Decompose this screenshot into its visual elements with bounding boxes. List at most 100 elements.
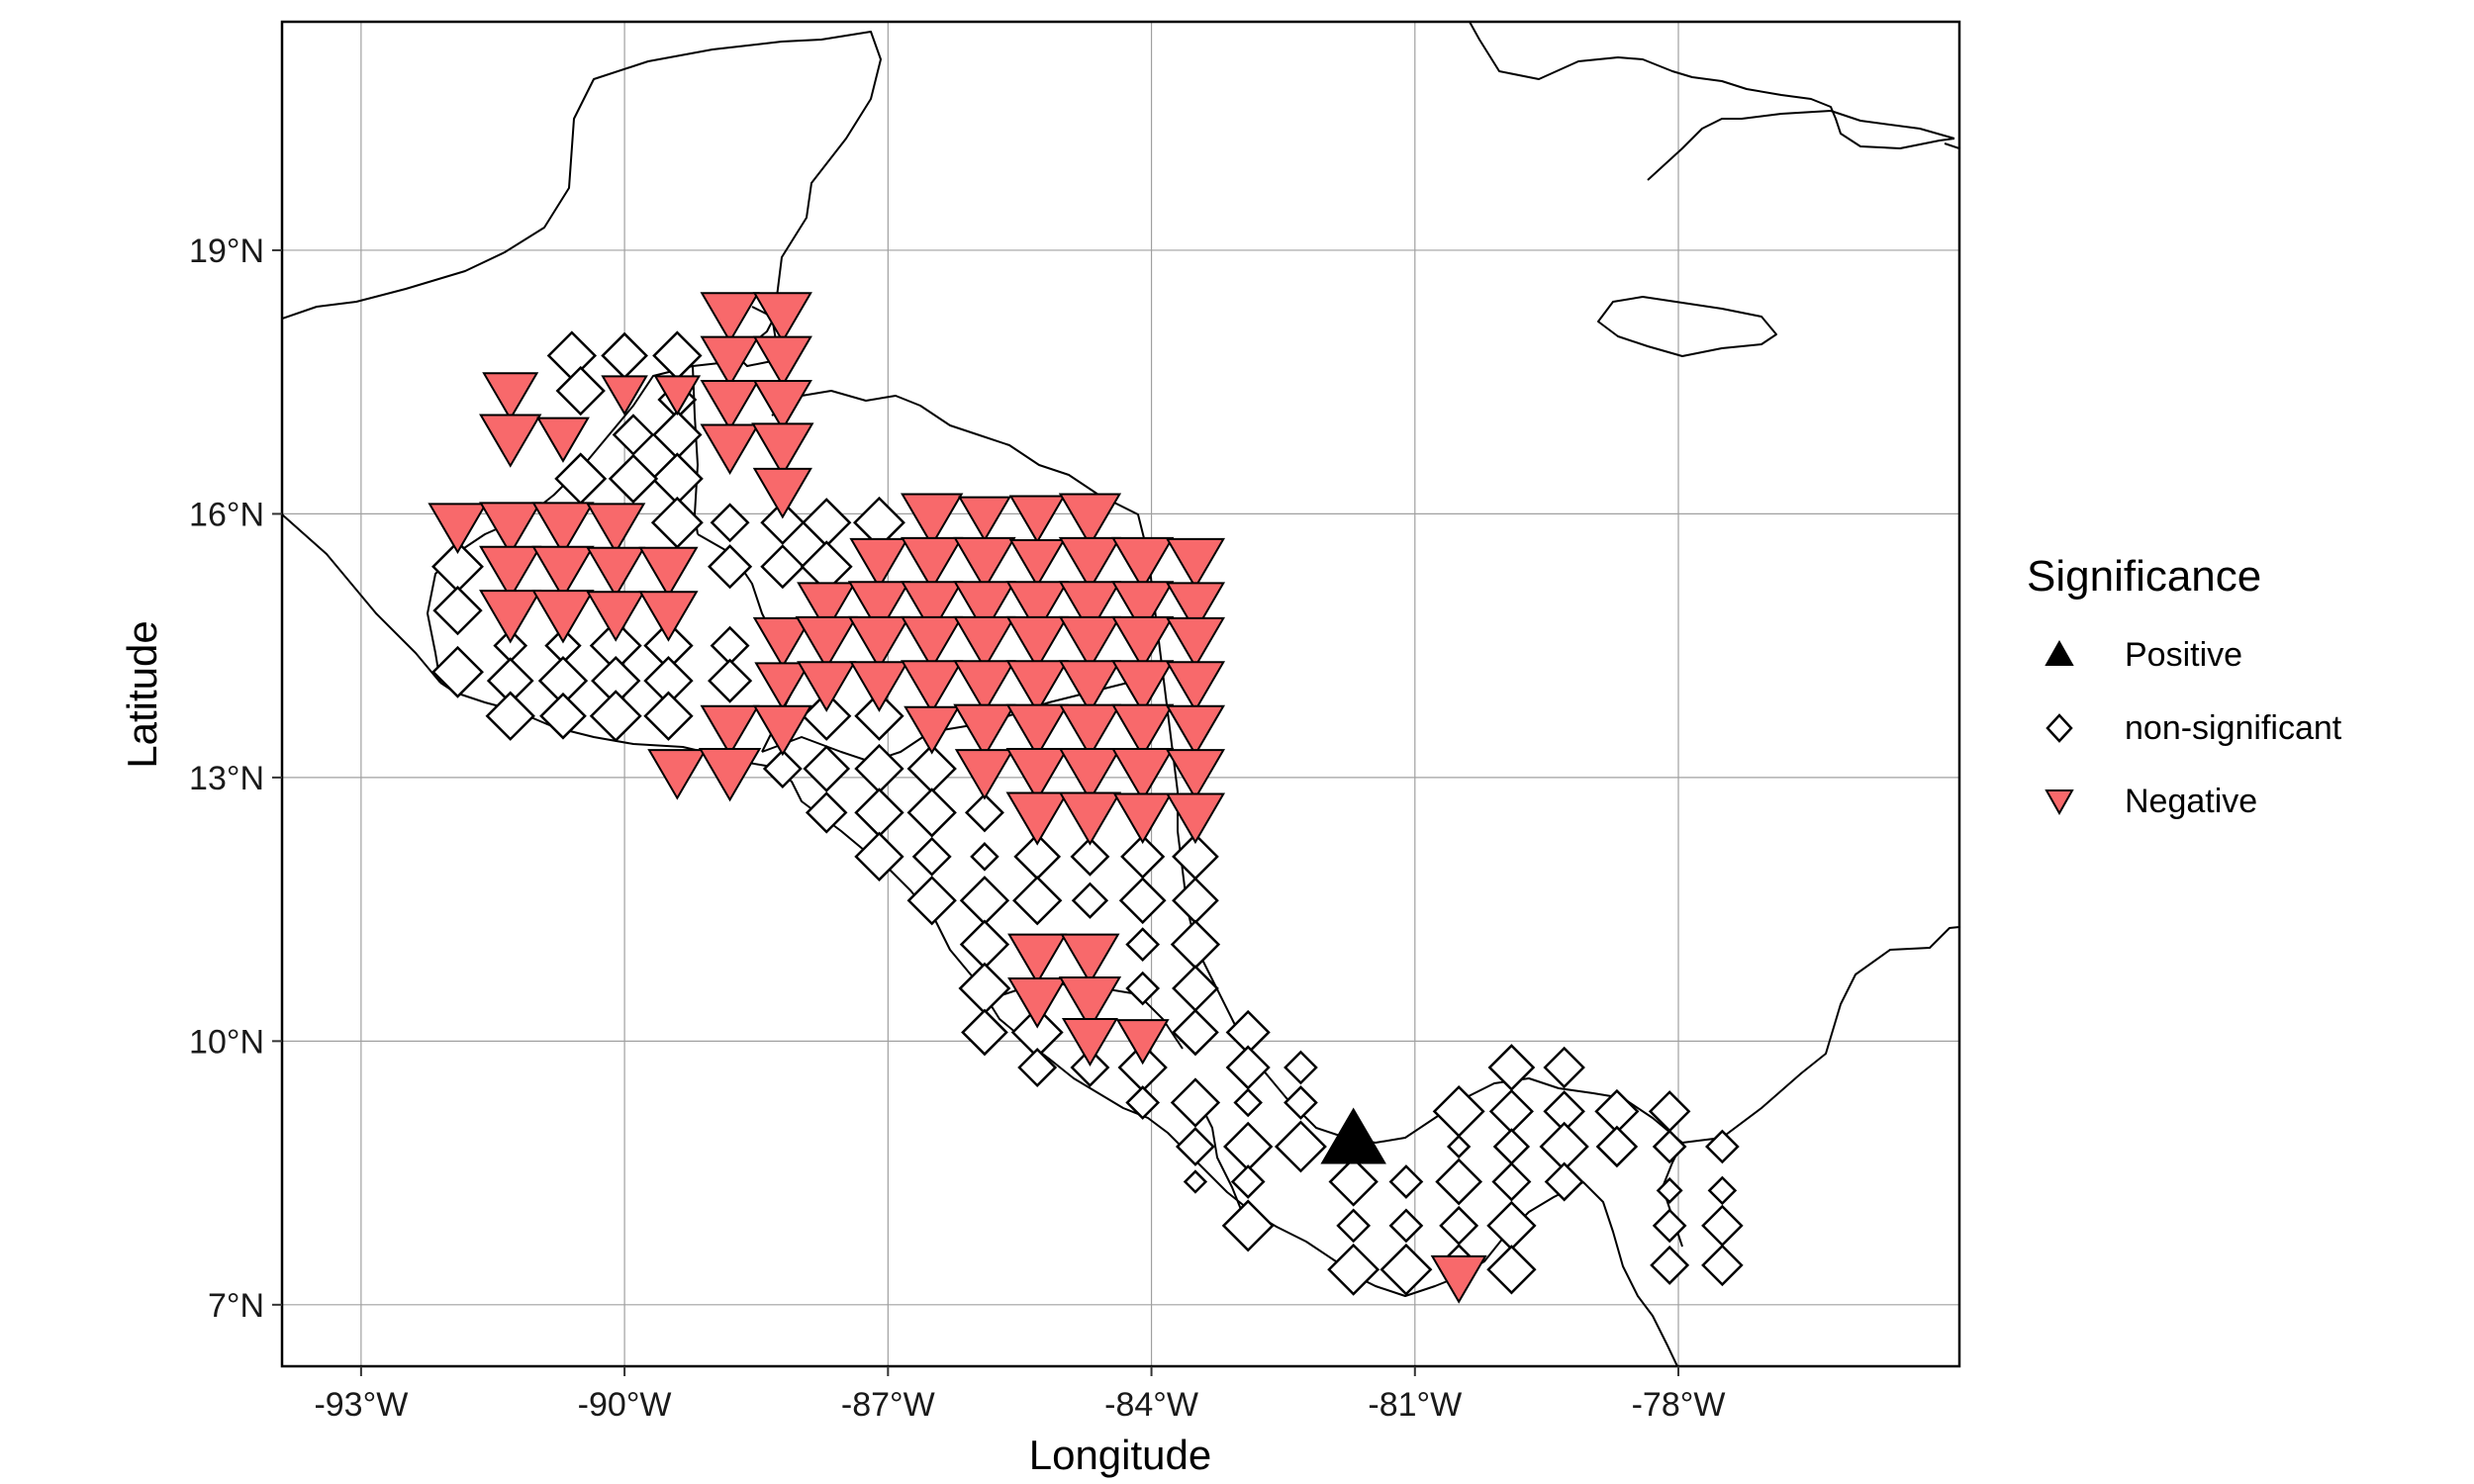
- negative-point: [795, 615, 858, 671]
- nonsig-point: [1183, 1169, 1208, 1194]
- coastline-cuba-west: [1647, 110, 1955, 181]
- x-tick-label: -78°W: [1632, 1386, 1726, 1424]
- nonsig-point: [1175, 1126, 1215, 1166]
- nonsig-point: [589, 690, 642, 743]
- nonsig-point: [911, 836, 952, 877]
- negative-point: [1111, 536, 1175, 592]
- nonsig-point: [802, 691, 852, 741]
- negative-point: [901, 615, 964, 671]
- negative-point: [797, 582, 857, 633]
- legend-label-positive: Positive: [2125, 636, 2242, 674]
- x-tick-label: -84°W: [1104, 1386, 1198, 1424]
- negative-point: [601, 375, 648, 417]
- nonsig-point: [431, 645, 484, 698]
- negative-point: [1430, 1254, 1487, 1304]
- legend-label-negative: Negative: [2125, 783, 2257, 820]
- negative-point: [1005, 581, 1069, 635]
- nonsig-point: [1656, 1176, 1683, 1204]
- nonsig-point: [432, 585, 483, 636]
- negative-point: [901, 581, 964, 635]
- nonsig-point: [760, 500, 806, 545]
- y-axis-title: Latitude: [119, 620, 165, 768]
- nonsig-point: [854, 691, 904, 741]
- nonsig-point: [1435, 1158, 1483, 1206]
- coastline-hispaniola-edge: [1944, 142, 1959, 149]
- nonsig-point: [1274, 1120, 1327, 1173]
- negative-point: [797, 661, 857, 712]
- negative-point: [586, 503, 646, 554]
- negative-point: [752, 335, 812, 388]
- nonsig-point: [854, 831, 904, 881]
- nonsig-point: [555, 365, 606, 417]
- negative-point: [1165, 537, 1226, 590]
- nonsig-point: [643, 691, 694, 741]
- negative-point: [901, 536, 964, 592]
- negative-point: [1061, 1018, 1118, 1067]
- y-tick-label: 10°N: [189, 1023, 264, 1061]
- nonsig-point: [1328, 1157, 1379, 1207]
- negative-point: [586, 591, 646, 642]
- negative-point: [1112, 792, 1173, 845]
- coastline-caribbean-central-america: [771, 390, 1683, 1144]
- negative-point: [1165, 582, 1226, 633]
- negative-point: [479, 502, 542, 556]
- negative-point: [1008, 538, 1066, 588]
- nonsig-point: [1595, 1125, 1639, 1168]
- x-tick-label: -81°W: [1368, 1386, 1462, 1424]
- negative-point: [700, 423, 760, 476]
- nonsig-point: [805, 791, 848, 834]
- nonsig-point: [1388, 1164, 1424, 1199]
- negative-point: [754, 662, 811, 711]
- nonsig-point: [1172, 1008, 1219, 1057]
- nonsig-point: [1707, 1175, 1738, 1206]
- negative-point: [1165, 792, 1226, 845]
- nonsig-point: [1380, 1243, 1433, 1296]
- negative-point: [1165, 749, 1226, 800]
- negative-point: [849, 661, 909, 712]
- negative-point: [482, 372, 539, 421]
- nonsig-point: [1012, 876, 1063, 926]
- nonsig-point: [1221, 1199, 1275, 1252]
- coastline-cuba: [1469, 22, 1955, 149]
- negative-point: [751, 422, 814, 477]
- nonsig-point: [1284, 1085, 1318, 1120]
- negative-point: [1165, 704, 1226, 757]
- negative-point: [1111, 615, 1175, 671]
- gridlines: [282, 22, 1959, 1366]
- nonsig-point: [1071, 881, 1109, 919]
- negative-point: [1115, 1019, 1170, 1066]
- coastline-mexico-yucatan: [282, 31, 882, 357]
- nonsig-point: [708, 658, 753, 703]
- negative-point: [479, 414, 542, 468]
- negative-point: [1058, 615, 1122, 671]
- negative-point: [904, 705, 961, 755]
- nonsig-point: [964, 792, 1004, 833]
- negative-point: [752, 292, 812, 343]
- negative-point: [1165, 661, 1226, 712]
- negative-point: [1058, 493, 1122, 547]
- negative-point: [700, 335, 760, 388]
- negative-point: [479, 590, 542, 644]
- coastline-pacific-mexico: [282, 513, 441, 684]
- nonsig-point: [1446, 1134, 1472, 1159]
- negative-point: [752, 704, 812, 757]
- nonsig-point: [539, 692, 587, 740]
- negative-point: [901, 660, 964, 714]
- negative-point: [1058, 581, 1122, 635]
- negative-point: [531, 502, 595, 556]
- negative-point: [536, 417, 590, 463]
- nonsig-point: [1543, 1046, 1585, 1089]
- negative-point: [1058, 791, 1122, 846]
- y-tick-label: 16°N: [189, 496, 264, 533]
- x-tick-label: -90°W: [578, 1386, 672, 1424]
- nonsig-point: [710, 503, 750, 543]
- negative-point: [752, 380, 812, 431]
- negative-point: [1008, 495, 1066, 544]
- legend-title: Significance: [2027, 552, 2261, 601]
- nonsig-point: [1233, 1087, 1263, 1118]
- nonsig-point: [1070, 1048, 1110, 1087]
- negative-point: [1111, 703, 1175, 758]
- negative-point: [1007, 977, 1068, 1029]
- border-costa-rica-panama: [1196, 1097, 1243, 1213]
